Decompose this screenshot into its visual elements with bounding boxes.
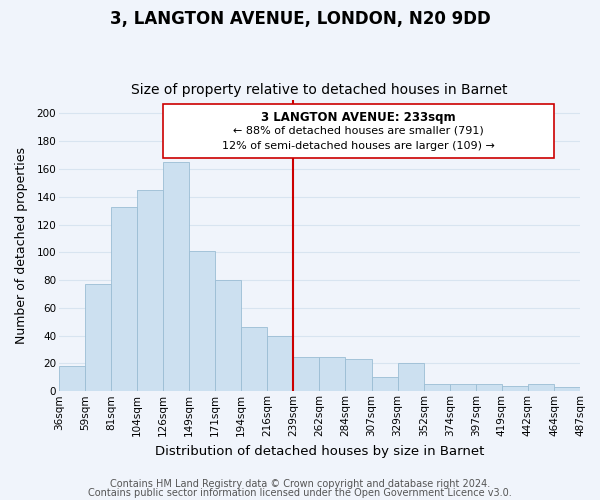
Text: 12% of semi-detached houses are larger (109) →: 12% of semi-detached houses are larger (…	[222, 141, 495, 151]
Bar	[189, 251, 215, 392]
Bar	[502, 386, 528, 392]
Title: Size of property relative to detached houses in Barnet: Size of property relative to detached ho…	[131, 83, 508, 97]
Bar	[554, 387, 580, 392]
Bar	[346, 360, 371, 392]
Text: 3, LANGTON AVENUE, LONDON, N20 9DD: 3, LANGTON AVENUE, LONDON, N20 9DD	[110, 10, 490, 28]
Text: ← 88% of detached houses are smaller (791): ← 88% of detached houses are smaller (79…	[233, 126, 484, 136]
Bar	[215, 280, 241, 392]
Bar	[85, 284, 111, 392]
Bar	[137, 190, 163, 392]
Bar	[476, 384, 502, 392]
X-axis label: Distribution of detached houses by size in Barnet: Distribution of detached houses by size …	[155, 444, 484, 458]
Bar	[163, 162, 189, 392]
Bar	[424, 384, 450, 392]
Bar	[371, 378, 398, 392]
Bar	[241, 328, 268, 392]
Bar	[398, 364, 424, 392]
Bar	[293, 356, 319, 392]
Text: Contains HM Land Registry data © Crown copyright and database right 2024.: Contains HM Land Registry data © Crown c…	[110, 479, 490, 489]
Bar	[268, 336, 293, 392]
Text: Contains public sector information licensed under the Open Government Licence v3: Contains public sector information licen…	[88, 488, 512, 498]
Bar	[319, 356, 346, 392]
Y-axis label: Number of detached properties: Number of detached properties	[15, 147, 28, 344]
Text: 3 LANGTON AVENUE: 233sqm: 3 LANGTON AVENUE: 233sqm	[261, 110, 456, 124]
FancyBboxPatch shape	[163, 104, 554, 158]
Bar	[450, 384, 476, 392]
Bar	[528, 384, 554, 392]
Bar	[59, 366, 85, 392]
Bar	[111, 206, 137, 392]
